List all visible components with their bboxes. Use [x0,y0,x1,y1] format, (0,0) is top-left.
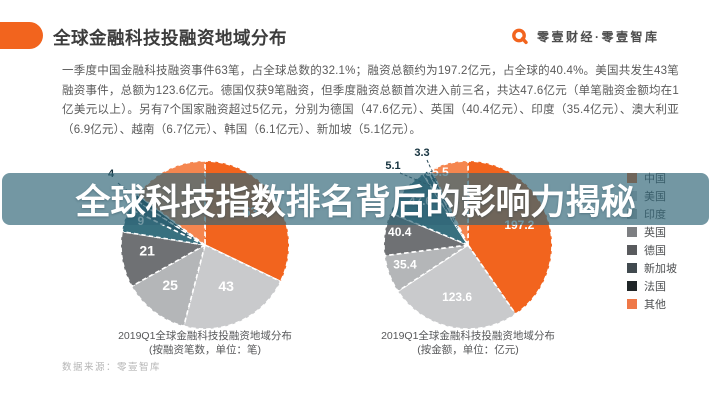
page-title: 全球金融科技投融资地域分布 [53,28,287,48]
legend-item: 法国 [627,277,677,295]
right-pie-caption: 2019Q1全球金融科技投融资地域分布 (按金额，单位：亿元) [318,330,618,357]
pie-slice [120,230,206,288]
legend-item: 德国 [627,241,677,259]
legend-swatch [627,299,637,309]
legend-swatch [627,227,637,237]
slice-value-label: 35.4 [393,257,417,271]
slice-value-label: 3.3 [414,147,429,159]
pie-slice [397,244,517,330]
brand-name: 零壹财经·零壹智库 [537,29,660,44]
pie-slice [131,244,206,328]
legend-item: 英国 [627,223,677,241]
slice-value-label: 43 [218,278,234,294]
header-accent-tab [0,22,43,49]
right-pie-caption-title: 2019Q1全球金融科技投融资地域分布 [381,330,555,342]
brand-logo: 零壹财经·零壹智库 [511,27,660,45]
right-pie-caption-subtitle: (按金额，单位：亿元) [417,343,519,356]
slice-value-label: 21 [139,242,155,258]
headline-banner: 全球科技指数排名背后的影响力揭秘 [2,173,709,225]
legend-label: 德国 [644,245,666,257]
legend-swatch [627,281,637,291]
left-pie-caption-subtitle: (按融资笔数，单位：笔) [149,343,261,356]
legend-swatch [627,245,637,255]
left-pie-caption: 2019Q1全球金融科技投融资地域分布 (按融资笔数，单位：笔) [55,330,355,357]
source-note: 数据来源：零壹智库 [62,362,162,373]
headline-banner-text: 全球科技指数排名背后的影响力揭秘 [75,182,636,222]
slice-value-label: 123.6 [442,290,472,304]
pie-slice [182,244,282,330]
slice-value-label: 40.4 [388,225,412,239]
legend-swatch [627,263,637,273]
legend-item: 其他 [627,295,677,313]
legend-label: 法国 [644,281,666,293]
legend-label: 新加坡 [644,263,677,275]
left-pie-caption-title: 2019Q1全球金融科技投融资地域分布 [118,330,292,342]
legend-item: 新加坡 [627,259,677,277]
intro-paragraph: 一季度中国金融科技融资事件63笔，占全球总数的32.1%；融资总额约为197.2… [62,65,679,136]
slice-value-label: 25 [162,277,178,293]
legend-label: 英国 [644,227,666,239]
legend-label: 其他 [644,299,666,311]
brand-logo-icon [511,27,529,45]
slice-value-label: 5.1 [385,160,400,172]
